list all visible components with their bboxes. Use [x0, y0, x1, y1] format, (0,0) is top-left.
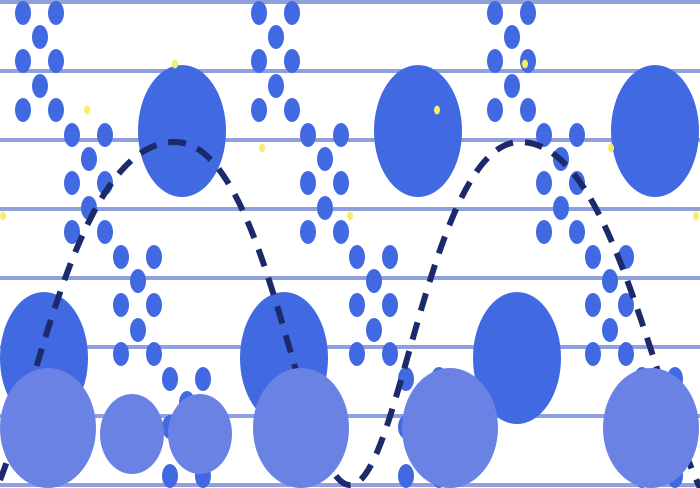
dot	[268, 74, 284, 98]
dot	[251, 1, 267, 25]
light-circles	[0, 368, 699, 488]
dot	[300, 171, 316, 195]
dot	[382, 245, 398, 269]
dot	[300, 123, 316, 147]
dot	[585, 245, 601, 269]
dot	[569, 220, 585, 244]
spark	[693, 211, 699, 221]
dot	[585, 342, 601, 366]
dot	[48, 98, 64, 122]
dot	[300, 220, 316, 244]
dot	[398, 464, 414, 488]
dot	[602, 269, 618, 293]
dot	[520, 1, 536, 25]
dot	[366, 318, 382, 342]
dot	[64, 171, 80, 195]
spark	[172, 59, 178, 69]
dot	[113, 293, 129, 317]
dot	[349, 342, 365, 366]
circle	[402, 368, 498, 488]
spark	[608, 143, 614, 153]
ellipse	[138, 65, 226, 197]
dot	[15, 98, 31, 122]
dot	[146, 342, 162, 366]
dot	[618, 342, 634, 366]
spark	[347, 211, 353, 221]
spark	[259, 143, 265, 153]
dot	[146, 293, 162, 317]
dot	[97, 220, 113, 244]
dot	[349, 293, 365, 317]
ellipse	[374, 65, 462, 197]
dot	[520, 49, 536, 73]
dot	[585, 293, 601, 317]
dot-clusters	[15, 1, 683, 488]
dot	[553, 196, 569, 220]
ellipse	[611, 65, 699, 197]
dot	[251, 49, 267, 73]
dot	[162, 367, 178, 391]
dot	[32, 25, 48, 49]
dot	[333, 123, 349, 147]
dot	[32, 74, 48, 98]
dot	[333, 171, 349, 195]
spark	[0, 211, 6, 221]
dot	[64, 220, 80, 244]
dot	[113, 245, 129, 269]
dot	[487, 98, 503, 122]
dot	[487, 49, 503, 73]
dot	[504, 74, 520, 98]
dot	[504, 25, 520, 49]
dot	[366, 269, 382, 293]
circle	[100, 394, 164, 474]
spark	[434, 105, 440, 115]
spark	[522, 59, 528, 69]
dot	[536, 123, 552, 147]
dot	[520, 98, 536, 122]
spark	[84, 105, 90, 115]
dot	[81, 147, 97, 171]
circle	[168, 394, 232, 474]
dot	[195, 367, 211, 391]
dot	[317, 147, 333, 171]
large-ellipses	[0, 65, 699, 424]
dot	[15, 49, 31, 73]
dot	[382, 293, 398, 317]
dot	[569, 123, 585, 147]
dot	[487, 1, 503, 25]
dot	[382, 342, 398, 366]
dot	[130, 269, 146, 293]
circle	[253, 368, 349, 488]
dot	[284, 98, 300, 122]
dot	[130, 318, 146, 342]
dot	[349, 245, 365, 269]
dot	[618, 293, 634, 317]
dot	[268, 25, 284, 49]
dot	[536, 220, 552, 244]
dot	[113, 342, 129, 366]
dot	[162, 464, 178, 488]
dot	[602, 318, 618, 342]
circle	[603, 368, 699, 488]
ellipse	[473, 292, 561, 424]
dot	[48, 49, 64, 73]
dot	[333, 220, 349, 244]
dot	[536, 171, 552, 195]
dot	[146, 245, 162, 269]
dot	[15, 1, 31, 25]
dot	[284, 49, 300, 73]
sparks	[0, 59, 699, 221]
dot	[48, 1, 64, 25]
dot	[251, 98, 267, 122]
circle	[0, 368, 96, 488]
dashed-wave	[0, 138, 700, 488]
dot	[284, 1, 300, 25]
dot	[64, 123, 80, 147]
dot	[317, 196, 333, 220]
dot	[97, 123, 113, 147]
